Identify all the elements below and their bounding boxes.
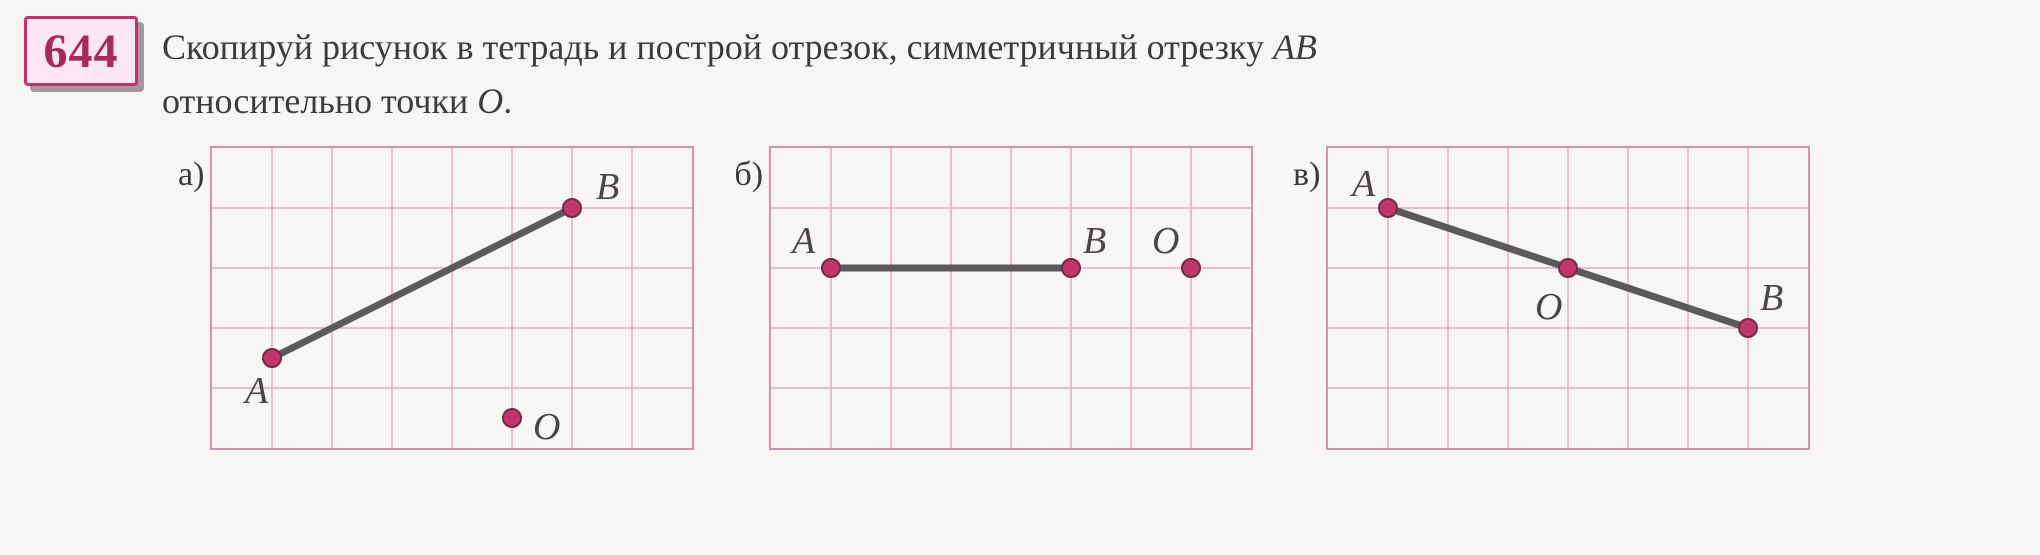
grid-c: A B O bbox=[1326, 146, 1810, 450]
svg-text:A: A bbox=[1349, 163, 1376, 205]
svg-text:B: B bbox=[1760, 277, 1783, 319]
text-part-2: относительно точки bbox=[162, 81, 477, 121]
figures-row: а) A B O б) A B O в) A B O bbox=[24, 146, 2016, 450]
figure-a: а) A B O bbox=[178, 146, 694, 450]
problem-header: 644 Скопируй рисунок в тетрадь и построй… bbox=[24, 16, 2016, 128]
grid-b: ABO bbox=[769, 146, 1253, 450]
svg-text:A: A bbox=[242, 370, 269, 412]
figure-a-label: а) bbox=[178, 146, 204, 194]
problem-number-badge: 644 bbox=[24, 16, 138, 86]
figure-c: в) A B O bbox=[1293, 146, 1810, 450]
point-o: O bbox=[477, 81, 503, 121]
badge-box: 644 bbox=[24, 16, 138, 86]
text-part-1: Скопируй рисунок в тетрадь и построй отр… bbox=[162, 27, 1273, 67]
figure-b: б) A B O bbox=[734, 146, 1253, 450]
svg-text:A: A bbox=[789, 220, 816, 262]
text-period: . bbox=[503, 81, 512, 121]
svg-text:O: O bbox=[1535, 286, 1562, 328]
segment-ab: AB bbox=[1273, 27, 1317, 67]
figure-c-label: в) bbox=[1293, 146, 1320, 194]
grid-a: A B O bbox=[210, 146, 694, 450]
figure-b-label: б) bbox=[734, 146, 763, 194]
svg-text:O: O bbox=[1152, 220, 1179, 262]
problem-statement: Скопируй рисунок в тетрадь и построй отр… bbox=[162, 16, 1317, 128]
problem-number: 644 bbox=[44, 24, 119, 79]
svg-text:O: O bbox=[533, 406, 560, 448]
svg-text:B: B bbox=[1083, 220, 1106, 262]
svg-text:B: B bbox=[596, 166, 619, 208]
